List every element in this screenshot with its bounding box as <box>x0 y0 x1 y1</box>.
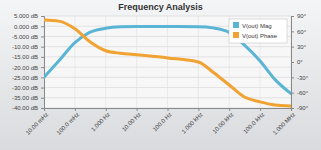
tick-mark <box>291 93 294 94</box>
grid <box>44 16 291 108</box>
tick-label: 1.000 kHz <box>180 111 203 134</box>
legend-label: V(out) Mag <box>242 23 272 29</box>
legend-item: V(out) Mag <box>233 22 272 29</box>
background <box>0 0 321 150</box>
series-line <box>44 20 291 106</box>
tick-mark <box>41 77 44 78</box>
tick-mark <box>291 62 294 63</box>
legend-box <box>229 19 287 43</box>
tick: 5.000 dB <box>14 13 44 19</box>
tick-mark <box>198 108 199 111</box>
series-group <box>44 20 291 106</box>
tick: -15.00 dB <box>12 54 44 60</box>
tick-label: -90° <box>297 105 309 111</box>
tick-label: 30° <box>297 44 307 50</box>
tick-mark <box>291 47 294 48</box>
tick-label: 10.00 mHz <box>25 111 50 136</box>
tick-label: 0.000 dB <box>14 24 38 30</box>
tick-mark <box>41 88 44 89</box>
tick-mark <box>291 108 294 109</box>
tick: -60° <box>291 90 309 96</box>
tick: 100.0 Hz <box>152 108 173 132</box>
tick-mark <box>168 108 169 111</box>
tick-label: 0° <box>297 59 303 65</box>
y2-axis: 90° 60° 30° 0° -30° -60° -90° <box>291 13 309 111</box>
legend-label: V(out) Phase <box>242 33 278 39</box>
tick-label: 1.000 MHz <box>272 111 297 136</box>
tick-mark <box>41 108 44 109</box>
tick-mark <box>291 16 294 17</box>
series-line <box>44 26 291 93</box>
tick: 100.0 mHz <box>56 108 81 136</box>
tick-label: -35.00 dB <box>12 95 38 101</box>
tick-label: 10.00 Hz <box>121 111 142 132</box>
tick-mark <box>41 36 44 37</box>
tick-label: -40.00 dB <box>12 105 38 111</box>
tick-label: -30.00 dB <box>12 85 38 91</box>
tick-mark <box>260 108 261 111</box>
tick-mark <box>41 47 44 48</box>
tick: -40.00 dB <box>12 105 44 111</box>
tick-label: 1.000 Hz <box>90 111 111 132</box>
title: Frequency Analysis <box>118 2 203 12</box>
grid-line <box>167 16 168 108</box>
tick-mark <box>291 31 294 32</box>
tick: 10.00 Hz <box>121 108 142 132</box>
tick-mark <box>137 108 138 111</box>
legend-item: V(out) Phase <box>233 32 278 39</box>
tick-mark <box>41 98 44 99</box>
tick-mark <box>41 26 44 27</box>
tick: 1.000 MHz <box>272 108 297 136</box>
tick-label: -25.00 dB <box>12 75 38 81</box>
chart: Frequency Analysis 10.00 mHz100.0 mHz 1.00… <box>0 0 321 150</box>
plot-area <box>44 16 291 108</box>
tick-label: 10.00 kHz <box>211 111 234 134</box>
tick: -30° <box>291 75 309 81</box>
x-axis: 10.00 mHz100.0 mHz 1.000 Hz 10.00 Hz 100.0 … <box>25 108 297 136</box>
tick-mark <box>291 77 294 78</box>
tick-label: 60° <box>297 29 307 35</box>
tick: -10.00 dB <box>12 44 44 50</box>
tick-mark <box>229 108 230 111</box>
tick-mark <box>41 57 44 58</box>
tick-mark <box>75 108 76 111</box>
tick: -20.00 dB <box>12 65 44 71</box>
tick: -90° <box>291 105 309 111</box>
tick-label: 5.000 dB <box>14 13 38 19</box>
axis-line <box>41 17 45 109</box>
axis-line <box>292 17 295 109</box>
tick: 0.000 dB <box>14 24 44 30</box>
tick: 0° <box>291 59 303 65</box>
tick-label: -20.00 dB <box>12 65 38 71</box>
tick-label: 100.0 kHz <box>242 111 265 134</box>
tick-label: -10.00 dB <box>12 44 38 50</box>
y-axis: 5.000 dB 0.000 dB -5.000 dB -10.00 dB -15.00… <box>12 13 45 111</box>
tick: -25.00 dB <box>12 75 44 81</box>
tick-label: 100.0 Hz <box>152 111 173 132</box>
tick-label: -5.000 dB <box>12 34 38 40</box>
grid-line <box>136 16 137 108</box>
tick: 1.000 kHz <box>180 108 203 135</box>
tick: -35.00 dB <box>12 95 44 101</box>
legend-swatch <box>233 32 239 38</box>
tick-mark <box>41 67 44 68</box>
legend-swatch <box>233 22 239 28</box>
tick: -30.00 dB <box>12 85 44 91</box>
tick-mark <box>41 16 44 17</box>
tick: 90° <box>291 13 307 19</box>
tick-label: 90° <box>297 13 307 19</box>
tick: 10.00 kHz <box>211 108 234 135</box>
tick: 100.0 kHz <box>242 108 265 135</box>
tick: 30° <box>291 44 307 50</box>
tick: -5.000 dB <box>12 34 44 40</box>
tick-label: -30° <box>297 75 309 81</box>
tick: 10.00 mHz <box>25 108 50 136</box>
legend: V(out) Mag V(out) Phase <box>229 19 287 43</box>
tick: 60° <box>291 29 307 35</box>
tick-label: -15.00 dB <box>12 54 38 60</box>
tick-label: -60° <box>297 90 309 96</box>
tick: 1.000 Hz <box>90 108 111 132</box>
tick-label: 100.0 mHz <box>56 111 81 136</box>
tick-mark <box>106 108 107 111</box>
